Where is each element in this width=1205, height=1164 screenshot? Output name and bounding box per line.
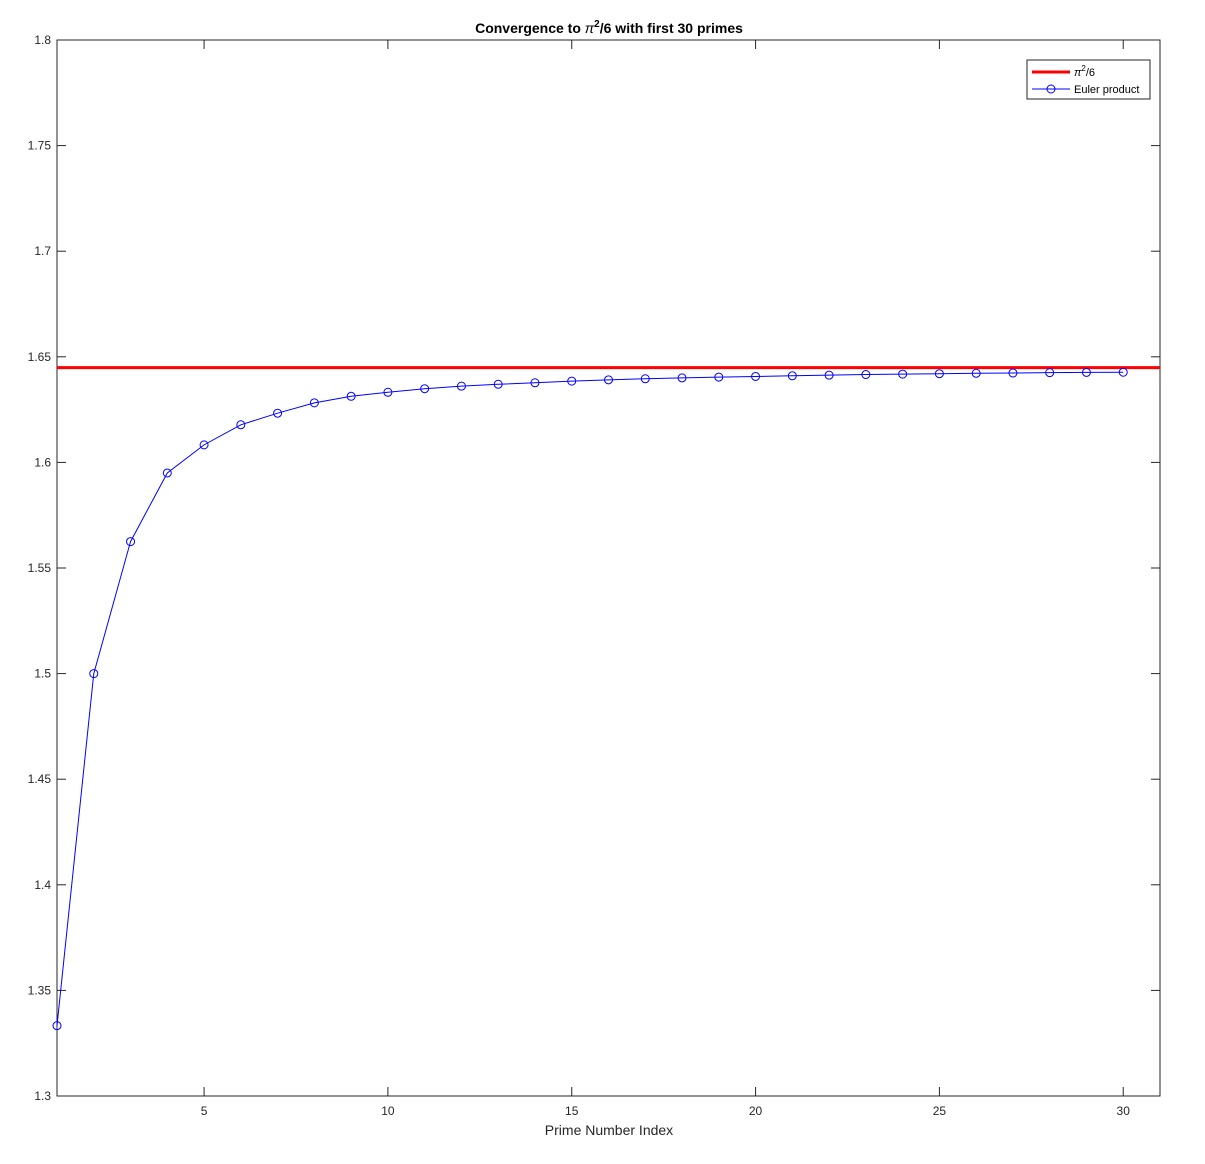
data-point — [236, 420, 246, 430]
data-point — [126, 537, 136, 547]
data-point — [456, 381, 466, 391]
data-point — [383, 387, 393, 397]
data-point — [898, 369, 908, 379]
euler-product-line — [56, 371, 1124, 1026]
x-tick-label: 30 — [1117, 1104, 1131, 1118]
legend: π2/6 Euler product — [1026, 59, 1151, 100]
data-point — [1081, 367, 1091, 377]
x-axis-ticks: 5 10 15 20 25 30 — [201, 40, 1131, 1118]
data-point — [787, 371, 797, 381]
y-tick-label: 1.5 — [34, 667, 51, 681]
y-tick-label: 1.6 — [34, 455, 51, 469]
data-point — [346, 391, 356, 401]
x-tick-label: 10 — [381, 1104, 395, 1118]
data-point — [824, 370, 834, 380]
data-point — [604, 375, 613, 385]
data-point — [971, 368, 981, 378]
y-tick-label: 1.8 — [34, 33, 51, 47]
plot-area — [56, 39, 1161, 1097]
y-tick-label: 1.55 — [28, 561, 52, 575]
euler-product-markers — [52, 367, 1128, 1031]
x-tick-label: 20 — [749, 1104, 763, 1118]
data-point — [934, 369, 944, 379]
legend-box — [1026, 59, 1151, 100]
y-tick-label: 1.3 — [34, 1089, 51, 1103]
y-tick-label: 1.45 — [28, 772, 52, 786]
data-point — [861, 370, 871, 380]
data-point — [493, 379, 503, 389]
data-point — [199, 440, 209, 450]
data-point — [1008, 368, 1018, 378]
y-axis-ticks: 1.3 1.35 1.4 1.45 1.5 1.55 1.6 1.65 1.7 1.75 1.8 — [28, 33, 1160, 1103]
data-point — [273, 408, 283, 418]
data-point — [89, 669, 99, 679]
legend-reference-label: π2/6 — [1074, 64, 1095, 79]
data-point — [162, 468, 172, 478]
data-point — [751, 371, 761, 381]
y-tick-label: 1.65 — [28, 350, 52, 364]
data-point — [420, 384, 430, 394]
x-tick-label: 25 — [933, 1104, 947, 1118]
data-point — [1118, 367, 1128, 377]
data-point — [640, 374, 650, 384]
x-tick-label: 15 — [565, 1104, 579, 1118]
chart-title: Convergence to π2/6 with first 30 primes — [475, 19, 743, 36]
y-tick-label: 1.35 — [28, 983, 52, 997]
data-point — [1045, 368, 1055, 378]
legend-series-label: Euler product — [1074, 84, 1139, 96]
data-point — [52, 1021, 62, 1031]
y-tick-label: 1.7 — [34, 244, 51, 258]
y-tick-label: 1.4 — [34, 878, 51, 892]
x-tick-label: 5 — [201, 1104, 208, 1118]
data-point — [309, 398, 319, 408]
data-point — [714, 372, 724, 382]
legend-series-marker — [1046, 84, 1056, 94]
y-tick-label: 1.75 — [28, 139, 52, 153]
data-point — [567, 376, 577, 386]
data-point — [530, 378, 540, 388]
data-point — [677, 373, 687, 383]
x-axis-label: Prime Number Index — [545, 1122, 673, 1138]
